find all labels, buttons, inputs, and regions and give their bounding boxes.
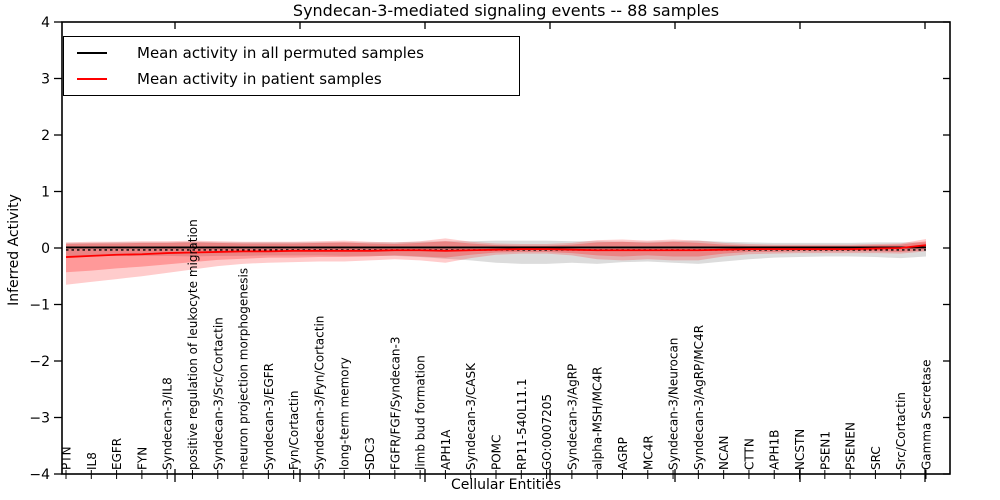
y-tick-label: 1 <box>41 185 50 201</box>
x-tick-label: GO:0007205 <box>540 394 554 470</box>
legend-row-patient: Mean activity in patient samples <box>64 70 519 88</box>
x-tick-label: RP11-540L11.1 <box>515 379 529 470</box>
legend: Mean activity in all permuted samples Me… <box>63 36 520 96</box>
x-tick-label: PTN <box>60 446 74 470</box>
legend-label-permuted: Mean activity in all permuted samples <box>137 44 424 63</box>
band-permuted-samples-std <box>66 240 926 264</box>
x-tick-label: PSEN1 <box>818 431 832 470</box>
x-tick-label: AGRP <box>616 437 630 470</box>
y-tick-label: 4 <box>41 15 50 31</box>
x-tick-label: Syndecan-3/EGFR <box>262 363 276 470</box>
x-tick-label: Syndecan-3/AgRP <box>565 364 579 470</box>
x-tick-label: Syndecan-3/IL8 <box>161 377 175 470</box>
x-tick-label: Src/Cortactin <box>894 392 908 470</box>
x-tick-label: Syndecan-3/Fyn/Cortactin <box>312 316 326 470</box>
x-tick-label: NCSTN <box>793 429 807 470</box>
x-tick-label: positive regulation of leukocyte migrati… <box>186 219 200 470</box>
x-tick-label: alpha-MSH/MC4R <box>591 367 605 470</box>
y-tick-label: 0 <box>41 241 50 257</box>
permuted-line-sample-icon <box>77 52 107 55</box>
y-tick-label: 2 <box>41 128 50 144</box>
x-tick-label: IL8 <box>85 452 99 470</box>
x-tick-label: SDC3 <box>363 437 377 470</box>
x-tick-label: long-term memory <box>338 357 352 470</box>
legend-label-patient: Mean activity in patient samples <box>137 69 382 88</box>
x-tick-label: PSENEN <box>844 422 858 470</box>
x-axis-label: Cellular Entities <box>450 477 562 493</box>
x-tick-label: NCAN <box>717 435 731 470</box>
x-tick-label: SRC <box>869 446 883 470</box>
x-tick-label: Syndecan-3/Src/Cortactin <box>211 317 225 470</box>
x-tick-label: FYN <box>135 447 149 470</box>
x-tick-label: CTTN <box>742 438 756 470</box>
y-tick-label: −1 <box>29 298 50 314</box>
legend-row-permuted: Mean activity in all permuted samples <box>64 44 519 62</box>
x-tick-label: Syndecan-3/CASK <box>464 362 478 470</box>
y-tick-label: 3 <box>41 72 50 88</box>
y-tick-label: −3 <box>29 411 50 427</box>
line-patient-mean <box>65 244 927 258</box>
x-tick-label: neuron projection morphogenesis <box>237 268 251 470</box>
x-tick-label: MC4R <box>641 435 655 470</box>
x-tick-label: APH1B <box>768 430 782 470</box>
x-tick-label: Syndecan-3/AgRP/MC4R <box>692 325 706 470</box>
x-tick-label: Gamma Secretase <box>920 359 934 470</box>
band-patient-samples-std-inner <box>66 241 926 273</box>
x-tick-label: Fyn/Cortactin <box>287 390 301 470</box>
y-tick-label: −2 <box>29 354 50 370</box>
x-tick-label: APH1A <box>439 429 453 470</box>
y-axis-label: Inferred Activity <box>6 194 22 306</box>
x-tick-label: limb bud formation <box>414 355 428 470</box>
x-tick-label: POMC <box>490 435 504 470</box>
patient-line-sample-icon <box>77 77 107 80</box>
x-tick-label: EGFR <box>110 438 124 470</box>
x-tick-label: Syndecan-3/Neurocan <box>667 338 681 470</box>
chart-title: Syndecan-3-mediated signaling events -- … <box>292 1 720 20</box>
x-tick-label: FGFR/FGF/Syndecan-3 <box>388 337 402 470</box>
y-tick-label: −4 <box>29 467 50 483</box>
